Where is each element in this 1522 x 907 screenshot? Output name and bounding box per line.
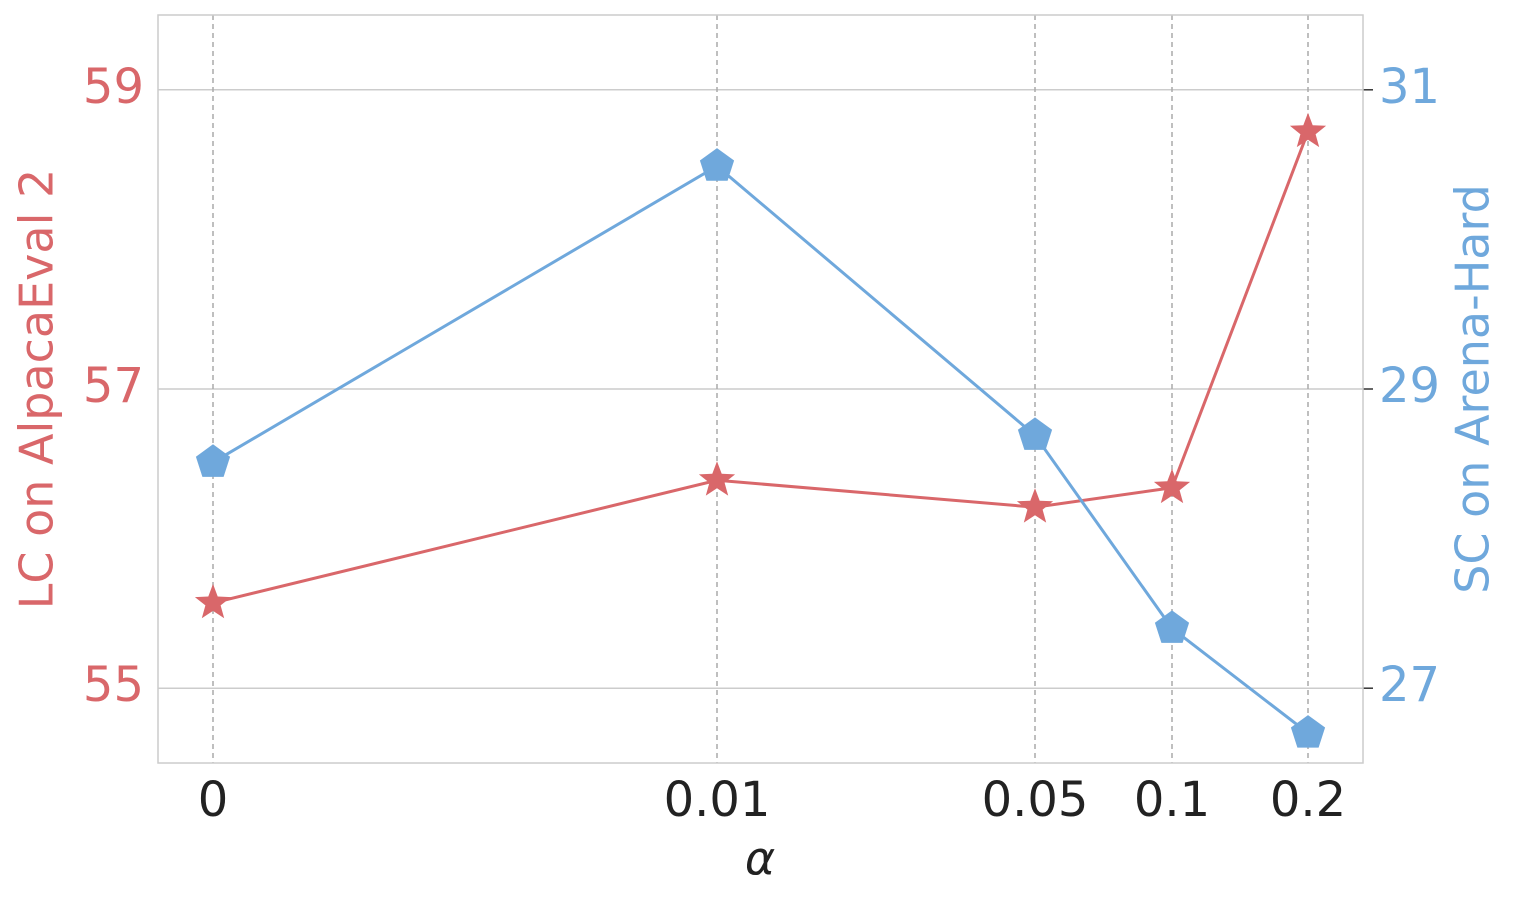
x-tick-label: 0.01 xyxy=(664,772,771,828)
x-tick-label: 0.05 xyxy=(982,772,1089,828)
marker xyxy=(1153,468,1191,504)
x-tick-label: 0.2 xyxy=(1270,772,1346,828)
x-axis-label: α xyxy=(745,832,775,886)
marker xyxy=(1290,715,1326,748)
marker xyxy=(1154,610,1190,643)
y2-tick-label: 27 xyxy=(1379,657,1440,713)
marker xyxy=(1016,488,1054,523)
y-tick-label: 59 xyxy=(83,59,144,115)
marker xyxy=(195,444,231,477)
y-tick-label: 55 xyxy=(83,657,144,713)
y2-tick-label: 29 xyxy=(1379,358,1440,414)
x-tick-label: 0.1 xyxy=(1134,772,1210,828)
marker xyxy=(1017,417,1053,450)
y2-tick-label: 31 xyxy=(1379,59,1440,115)
y-tick-label: 57 xyxy=(83,358,144,414)
y-axis-label: LC on AlpacaEval 2 xyxy=(10,169,64,610)
y2-axis-label: SC on Arena-Hard xyxy=(1446,184,1500,594)
marker xyxy=(698,461,736,496)
marker xyxy=(194,583,232,619)
x-tick-label: 0 xyxy=(198,772,229,828)
marker xyxy=(1289,112,1327,148)
plot-frame xyxy=(157,14,1364,764)
marker xyxy=(699,148,735,181)
series-line xyxy=(212,164,1309,735)
